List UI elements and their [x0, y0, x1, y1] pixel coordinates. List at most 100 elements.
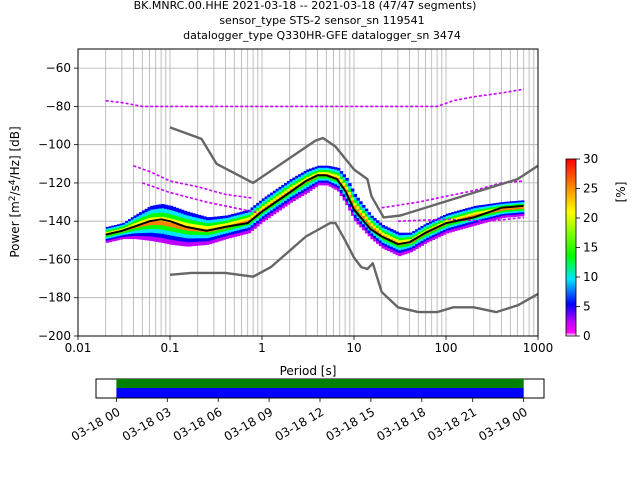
density-cell	[462, 209, 466, 212]
density-cell	[337, 173, 341, 177]
density-cell	[442, 229, 447, 233]
density-cell	[306, 189, 310, 193]
density-cell	[476, 207, 480, 211]
density-cell	[415, 246, 419, 250]
density-cell	[189, 227, 193, 232]
density-cell	[442, 227, 447, 231]
density-cell	[119, 235, 123, 238]
density-cell	[125, 226, 129, 230]
density-cell	[353, 199, 358, 204]
density-cell	[108, 238, 112, 241]
density-cell	[136, 213, 140, 218]
density-cell	[247, 230, 252, 234]
density-cell	[359, 218, 363, 222]
density-cell	[239, 219, 243, 223]
density-cell	[303, 173, 307, 177]
density-cell	[423, 232, 427, 236]
density-cell	[128, 221, 132, 224]
density-cell	[186, 234, 190, 240]
density-cell	[507, 203, 511, 206]
density-cell	[256, 208, 260, 212]
density-cell	[289, 181, 293, 185]
density-cell	[275, 191, 280, 195]
timeline-tick-label: 03-18 06	[171, 405, 225, 444]
density-cell	[495, 206, 500, 209]
density-cell	[323, 165, 327, 169]
density-cell	[153, 237, 157, 242]
density-cell	[481, 216, 486, 220]
density-cell	[392, 250, 397, 254]
density-cell	[217, 219, 221, 223]
density-cell	[420, 236, 424, 240]
density-cell	[356, 215, 360, 219]
density-cell	[512, 202, 516, 206]
density-cell	[178, 208, 182, 214]
density-cell	[275, 204, 280, 208]
density-cell	[155, 237, 160, 242]
density-cell	[345, 189, 349, 194]
density-cell	[281, 192, 285, 196]
density-cell	[225, 230, 229, 234]
density-cell	[233, 228, 238, 232]
density-cell	[105, 240, 110, 243]
density-cell	[334, 169, 338, 173]
density-cell	[153, 205, 157, 210]
density-cell	[401, 252, 405, 256]
density-cell	[351, 212, 355, 216]
density-cell	[484, 216, 489, 219]
density-cell	[320, 165, 324, 169]
density-cell	[481, 214, 486, 218]
density-cell	[164, 221, 168, 227]
density-cell	[289, 197, 293, 201]
density-cell	[401, 237, 405, 241]
density-cell	[272, 206, 277, 210]
density-cell	[194, 214, 199, 219]
density-cell	[172, 223, 176, 229]
density-cell	[487, 217, 491, 220]
density-cell	[468, 218, 472, 221]
density-cell	[295, 188, 299, 192]
density-cell	[373, 220, 377, 224]
density-cell	[169, 235, 174, 241]
density-cell	[281, 184, 285, 189]
density-cell	[515, 212, 519, 216]
density-cell	[353, 196, 358, 201]
density-cell	[164, 225, 168, 231]
density-cell	[359, 212, 363, 217]
density-cell	[206, 223, 210, 227]
density-cell	[323, 172, 327, 175]
density-cell	[125, 234, 129, 238]
density-cell	[114, 235, 118, 238]
density-cell	[264, 211, 268, 215]
density-cell	[116, 229, 121, 232]
density-cell	[172, 236, 176, 241]
density-cell	[320, 172, 324, 175]
density-cell	[490, 207, 494, 210]
density-cell	[423, 226, 427, 230]
density-cell	[390, 231, 394, 235]
density-cell	[481, 206, 486, 210]
density-cell	[306, 169, 310, 173]
density-cell	[298, 181, 302, 186]
density-cell	[493, 205, 497, 208]
density-cell	[169, 205, 174, 211]
density-cell	[437, 219, 441, 223]
density-cell	[116, 236, 121, 239]
timeline-tick-label: 03-18 00	[69, 405, 123, 444]
density-cell	[225, 228, 229, 232]
density-cell	[417, 227, 422, 231]
density-cell	[468, 207, 472, 211]
density-cell	[125, 222, 129, 226]
density-cell	[445, 217, 450, 221]
density-cell	[167, 235, 171, 240]
density-cell	[462, 226, 466, 229]
density-cell	[300, 172, 305, 176]
density-cell	[431, 222, 436, 226]
density-cell	[284, 198, 288, 202]
density-cell	[484, 218, 489, 221]
density-cell	[139, 212, 143, 216]
density-cell	[155, 233, 160, 238]
density-cell	[253, 225, 257, 229]
density-cell	[130, 229, 135, 232]
density-cell	[286, 188, 291, 192]
